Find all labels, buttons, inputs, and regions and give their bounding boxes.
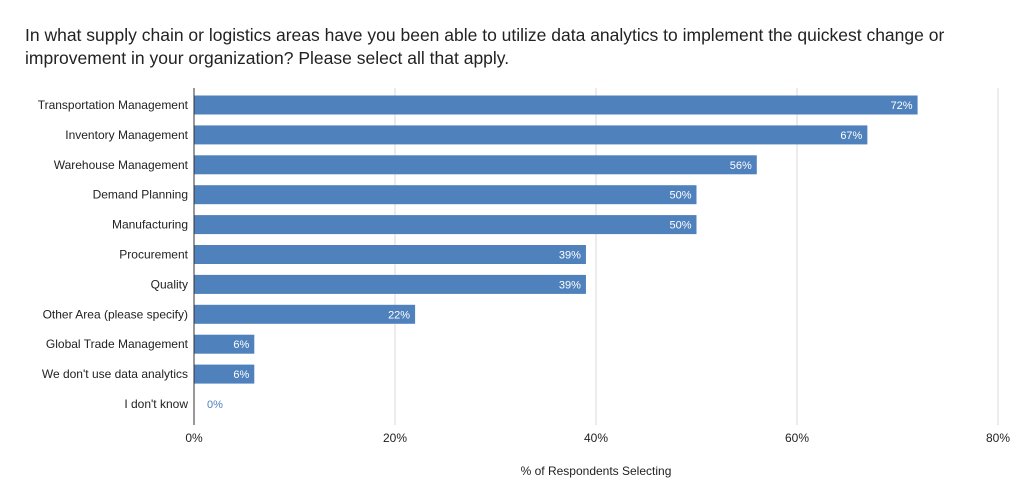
- x-tick-label: 20%: [383, 431, 407, 445]
- category-label: We don't use data analytics: [42, 367, 188, 381]
- bar: [194, 304, 416, 324]
- category-label: Inventory Management: [65, 128, 188, 142]
- x-tick-label: 40%: [584, 431, 608, 445]
- data-label: 6%: [233, 369, 249, 381]
- x-tick-label: 80%: [986, 431, 1010, 445]
- data-label: 50%: [669, 190, 691, 202]
- bars: 72% 67% 56% 50% 50% 39% 39% 22% 6% 6% 0%: [194, 95, 918, 411]
- x-axis-label: % of Respondents Selecting: [521, 464, 672, 478]
- data-label: 22%: [388, 309, 410, 321]
- category-labels: Transportation Management Inventory Manag…: [38, 98, 189, 411]
- bar: [194, 274, 586, 294]
- bar: [194, 155, 757, 175]
- data-label: 56%: [730, 160, 752, 172]
- category-label: Global Trade Management: [46, 337, 189, 351]
- bar: [194, 334, 255, 354]
- category-label: Transportation Management: [38, 98, 189, 112]
- bar: [194, 185, 697, 205]
- category-label: Manufacturing: [112, 218, 188, 232]
- category-label: Procurement: [119, 248, 188, 262]
- x-axis-ticks: 0% 20% 40% 60% 80%: [185, 431, 1010, 445]
- data-label: 0%: [207, 399, 223, 411]
- data-label: 50%: [669, 220, 691, 232]
- bar: [194, 215, 697, 235]
- x-tick-label: 60%: [785, 431, 809, 445]
- x-tick-label: 0%: [185, 431, 203, 445]
- bar: [194, 125, 868, 145]
- category-label: Warehouse Management: [54, 158, 189, 172]
- chart-title: In what supply chain or logistics areas …: [25, 25, 945, 68]
- category-label: Other Area (please specify): [43, 307, 188, 321]
- category-label: Demand Planning: [93, 188, 188, 202]
- bar: [194, 245, 586, 264]
- data-label: 39%: [559, 279, 581, 291]
- category-label: I don't know: [124, 397, 188, 411]
- data-label: 72%: [891, 100, 913, 112]
- category-label: Quality: [151, 277, 188, 291]
- data-label: 39%: [559, 250, 581, 262]
- bar: [194, 95, 918, 115]
- data-label: 67%: [840, 130, 862, 142]
- bar: [194, 364, 255, 384]
- data-label: 6%: [233, 339, 249, 351]
